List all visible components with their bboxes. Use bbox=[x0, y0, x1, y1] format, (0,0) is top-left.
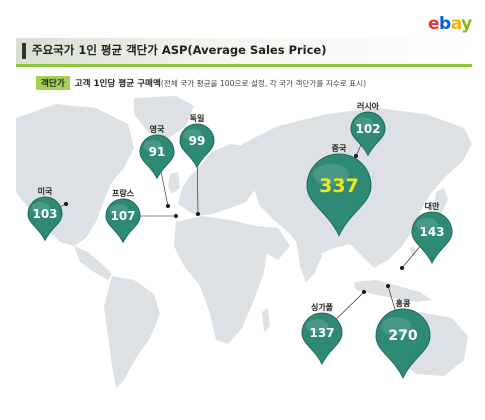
pin-shine bbox=[183, 129, 203, 141]
location-dot bbox=[166, 204, 170, 208]
location-dot bbox=[400, 266, 404, 270]
pin-shine bbox=[306, 319, 328, 333]
subtitle-row: 객단가 고객 1인당 평균 구매액(전체 국가 평균을 100으로 설정, 각 국… bbox=[36, 76, 366, 92]
indonesia-shape bbox=[354, 280, 432, 302]
value-label: 337 bbox=[319, 175, 359, 197]
pin-9 bbox=[375, 308, 431, 380]
arabia-shape bbox=[256, 226, 290, 260]
world-map bbox=[16, 96, 472, 388]
metric-note: (전체 국가 평균을 100으로 설정, 각 국가 객단가를 지수로 표시) bbox=[160, 79, 367, 88]
location-dot bbox=[196, 212, 200, 216]
pin-4 bbox=[105, 198, 141, 244]
india-shape bbox=[296, 240, 322, 282]
country-label: 미국 bbox=[37, 187, 53, 196]
value-label: 107 bbox=[110, 209, 136, 223]
metric-tag: 객단가 bbox=[36, 76, 70, 90]
madagascar-shape bbox=[262, 308, 270, 332]
south-america-shape bbox=[104, 276, 160, 388]
pin-shine bbox=[416, 218, 438, 232]
japan-shape bbox=[434, 188, 448, 216]
pin-shine bbox=[354, 117, 374, 129]
country-label: 싱가폴 bbox=[310, 303, 334, 312]
location-dot bbox=[354, 154, 358, 158]
pin-marker bbox=[301, 312, 343, 366]
location-dot bbox=[64, 202, 68, 206]
country-label: 프랑스 bbox=[111, 189, 135, 198]
taiwan-shape bbox=[410, 246, 416, 256]
value-label: 102 bbox=[355, 122, 381, 136]
location-dot bbox=[362, 290, 366, 294]
pin-marker bbox=[139, 134, 175, 180]
pin-shine bbox=[31, 202, 51, 214]
pin-marker bbox=[306, 153, 372, 237]
pin-shine bbox=[109, 204, 129, 216]
pin-marker bbox=[350, 111, 386, 157]
pin-7 bbox=[411, 211, 453, 265]
pin-2 bbox=[139, 134, 175, 180]
world-map-chart: 미국 103 영국 91 독일 99 프랑스 107 러시아 102 중국 337 대만 143 싱가폴 13… bbox=[16, 96, 472, 392]
country-label: 대만 bbox=[424, 202, 440, 211]
pin-marker bbox=[105, 198, 141, 244]
pin-8 bbox=[301, 312, 343, 366]
pin-3 bbox=[179, 123, 215, 169]
country-label: 러시아 bbox=[356, 102, 380, 111]
pin-shine bbox=[381, 317, 412, 336]
country-label: 홍콩 bbox=[395, 299, 411, 308]
greenland-shape bbox=[134, 96, 194, 140]
value-label: 143 bbox=[419, 225, 445, 239]
location-dot bbox=[174, 214, 178, 218]
value-label: 91 bbox=[148, 145, 166, 159]
central-america-shape bbox=[74, 246, 112, 280]
metric-description: 고객 1인당 평균 구매액 bbox=[74, 79, 161, 89]
title-bar: 주요국가 1인 평균 객단가 ASP(Average Sales Price) bbox=[16, 38, 472, 67]
pins bbox=[27, 111, 453, 380]
title-marker bbox=[22, 43, 26, 59]
africa-shape bbox=[174, 216, 268, 344]
country-label: 영국 bbox=[149, 125, 165, 134]
country-label: 중국 bbox=[331, 144, 347, 153]
pin-5 bbox=[350, 111, 386, 157]
pin-marker bbox=[27, 196, 63, 242]
location-dot bbox=[386, 284, 390, 288]
value-label: 99 bbox=[188, 134, 206, 148]
ebay-logo: ebay bbox=[428, 14, 472, 34]
country-label: 독일 bbox=[189, 114, 205, 123]
pin-marker bbox=[375, 308, 431, 380]
pin-shine bbox=[143, 140, 163, 152]
chart-title: 주요국가 1인 평균 객단가 ASP(Average Sales Price) bbox=[32, 43, 327, 57]
pin-marker bbox=[411, 211, 453, 265]
value-label: 103 bbox=[32, 207, 58, 221]
uk-shape bbox=[168, 172, 180, 194]
pin-shine bbox=[313, 163, 349, 186]
pin-1 bbox=[27, 196, 63, 242]
value-label: 270 bbox=[388, 328, 418, 344]
pin-marker bbox=[179, 123, 215, 169]
value-label: 137 bbox=[309, 326, 335, 340]
pin-6 bbox=[306, 153, 372, 237]
